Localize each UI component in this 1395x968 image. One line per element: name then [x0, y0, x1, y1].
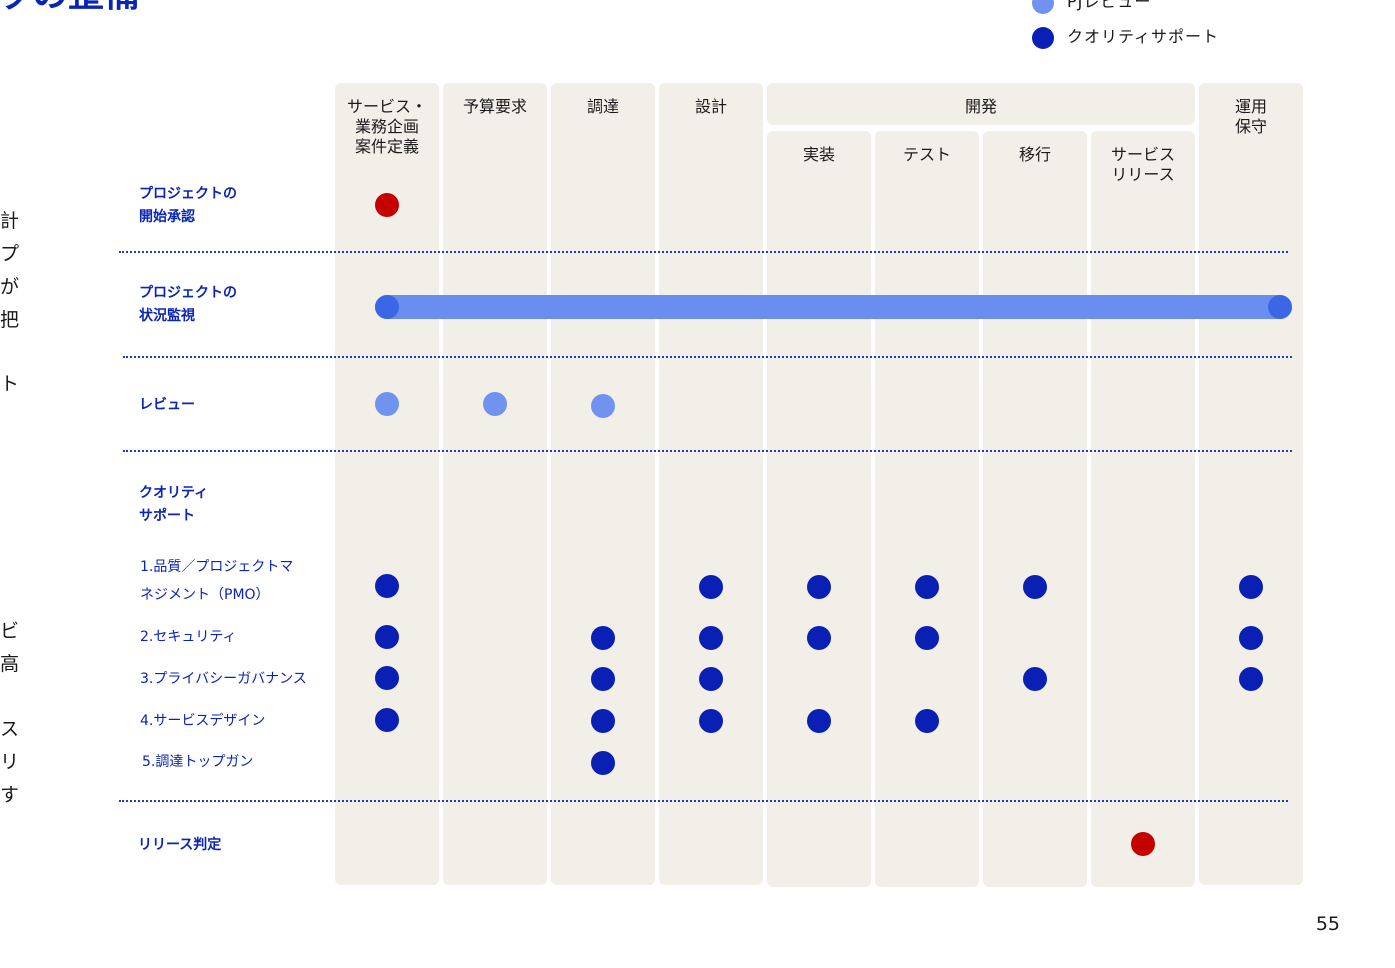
quality-item-5: 5.調達トップガン	[142, 754, 254, 770]
column-release	[1091, 131, 1195, 887]
row-label-quality-support: クオリティ サポート	[139, 485, 209, 524]
quality-marker	[1023, 575, 1047, 599]
column-ops	[1199, 83, 1303, 885]
release-decision-marker	[1131, 832, 1155, 856]
quality-marker	[807, 626, 831, 650]
quality-marker	[591, 667, 615, 691]
quality-marker	[375, 625, 399, 649]
row-divider	[123, 450, 1292, 452]
monitoring-bar-end	[1268, 295, 1292, 319]
legend-pj-review-icon	[1032, 0, 1054, 14]
quality-marker	[375, 708, 399, 732]
header-test: テスト	[902, 145, 951, 164]
start-approval-marker	[375, 193, 399, 217]
quality-item-1: 1.品質／プロジェクトマ ネジメント（PMO）	[140, 559, 294, 603]
row-label-start-approval: プロジェクトの 開始承認	[139, 186, 237, 225]
monitoring-bar-start	[375, 295, 399, 319]
quality-item-4: 4.サービスデザイン	[140, 713, 266, 729]
legend-pj-review-label: PJレビュー	[1067, 0, 1152, 11]
quality-item-2: 2.セキュリティ	[140, 629, 237, 645]
row-label-monitoring: プロジェクトの 状況監視	[139, 285, 237, 324]
quality-item-3: 3.プライバシーガバナンス	[140, 671, 307, 687]
header-procurement: 調達	[586, 97, 619, 116]
quality-marker	[591, 709, 615, 733]
review-marker	[375, 392, 399, 416]
header-ops: 運用 保守	[1234, 97, 1267, 136]
header-dev: 開発	[964, 97, 997, 116]
quality-marker	[807, 709, 831, 733]
quality-marker	[591, 751, 615, 775]
quality-marker	[375, 666, 399, 690]
legend-quality-support-icon	[1032, 27, 1054, 49]
column-design	[659, 83, 763, 885]
quality-marker	[699, 575, 723, 599]
page-number: 55	[1315, 913, 1340, 935]
page-title: ッの整備	[0, 0, 216, 12]
row-label-release-decision: リリース判定	[138, 837, 222, 853]
column-migration	[983, 131, 1087, 887]
row-label-review: レビュー	[139, 397, 195, 413]
quality-marker	[1239, 626, 1263, 650]
header-migration: 移行	[1018, 145, 1051, 164]
side-text-char: ス	[0, 718, 20, 740]
review-marker	[483, 392, 507, 416]
side-text-char: す	[0, 784, 20, 806]
quality-marker	[1023, 667, 1047, 691]
column-test	[875, 131, 979, 887]
quality-marker	[699, 667, 723, 691]
header-design: 設計	[694, 97, 727, 116]
column-budget	[443, 83, 547, 885]
review-marker	[591, 394, 615, 418]
side-text-char: ト	[0, 373, 20, 395]
header-service: サービス・ 業務企画 案件定義	[346, 97, 427, 156]
quality-marker	[1239, 667, 1263, 691]
quality-marker	[1239, 575, 1263, 599]
column-impl	[767, 131, 871, 887]
header-release: サービス リリース	[1110, 145, 1175, 184]
quality-marker	[915, 709, 939, 733]
column-dev-header	[767, 83, 1195, 125]
quality-marker	[699, 626, 723, 650]
side-text-char: が	[0, 276, 20, 298]
quality-marker	[807, 575, 831, 599]
quality-marker	[375, 574, 399, 598]
side-text-char: リ	[0, 751, 20, 773]
quality-marker	[591, 626, 615, 650]
quality-marker	[915, 575, 939, 599]
side-text-char: 把	[0, 309, 20, 331]
legend-quality-support-label: クオリティサポート	[1067, 27, 1220, 46]
quality-marker	[915, 626, 939, 650]
header-impl: 実装	[802, 145, 835, 164]
quality-marker	[699, 709, 723, 733]
header-budget: 予算要求	[462, 97, 527, 116]
monitoring-bar	[375, 295, 1292, 319]
side-text-char: ビ	[0, 620, 20, 642]
side-text-char: 計	[0, 210, 20, 232]
side-text-char: 高	[0, 653, 20, 675]
side-text-char: プ	[0, 243, 20, 265]
row-divider	[119, 800, 1288, 802]
row-divider	[119, 251, 1288, 253]
row-divider	[123, 356, 1292, 358]
